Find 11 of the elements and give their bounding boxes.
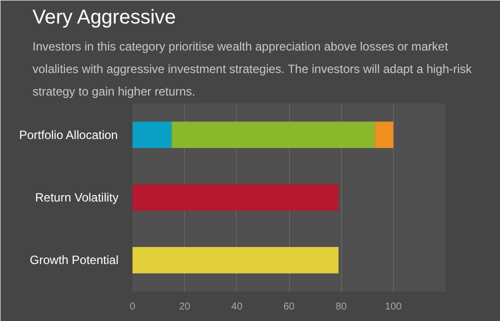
y-tick-label: Return Volatility: [35, 190, 118, 204]
x-tick-label: 20: [179, 302, 191, 312]
x-tick-label: 0: [130, 302, 136, 312]
chart-title: Very Aggressive: [32, 6, 176, 28]
x-tick-label: 40: [231, 302, 243, 312]
y-tick-label: Portfolio Allocation: [19, 128, 118, 142]
y-tick-label: Growth Potential: [30, 253, 119, 268]
chart-subtitle: Investors in this category prioritise wealth appreciation above losses or market volalities with aggressive investment strategies. The investors will adapt a high-risk strategy to gain higher returns.: [32, 40, 473, 98]
x-tick-label: 100: [384, 302, 402, 312]
x-tick-label: 60: [283, 302, 295, 312]
x-tick-label: 80: [336, 302, 348, 312]
